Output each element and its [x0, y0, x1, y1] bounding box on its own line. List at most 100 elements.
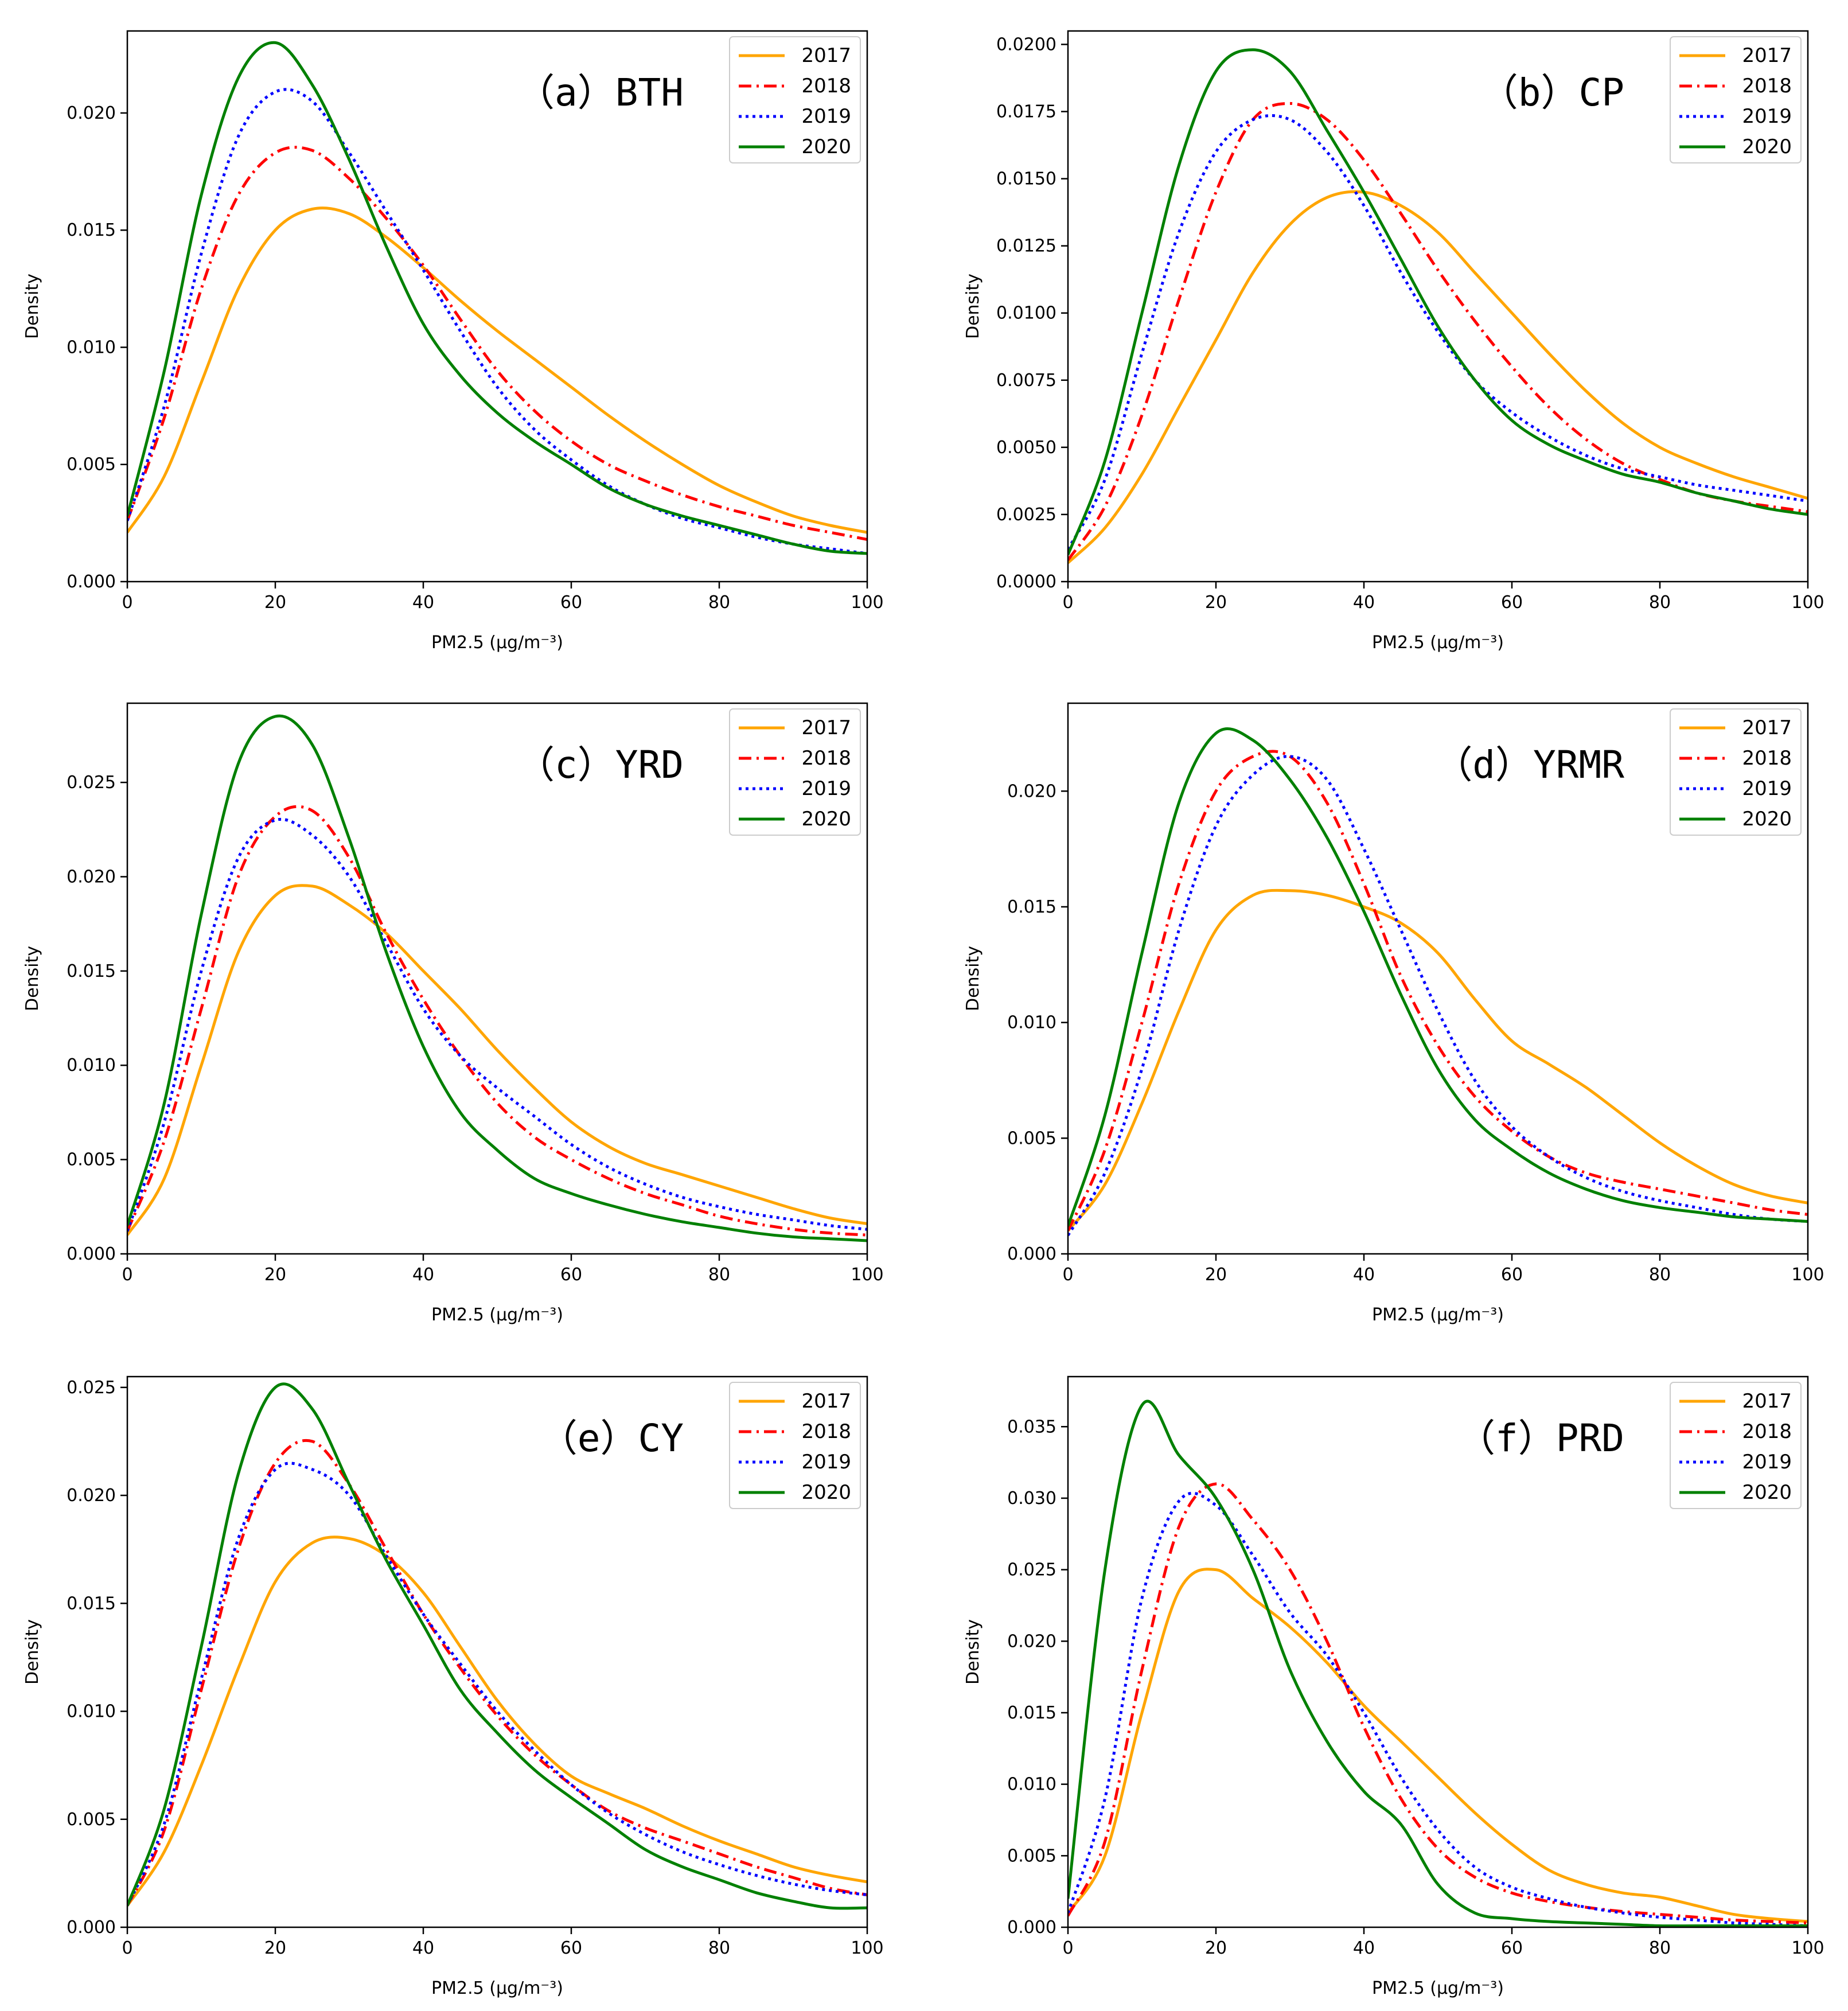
y-axis-label: Density [22, 274, 42, 339]
x-tick-label: 0 [122, 1265, 132, 1285]
axes-frame [126, 702, 868, 1255]
legend-label-2018: 2018 [1742, 747, 1792, 770]
y-tick-label: 0.015 [1007, 1703, 1056, 1723]
y-tick-label: 0.030 [1007, 1488, 1056, 1509]
x-tick-label: 0 [1062, 1265, 1073, 1285]
x-tick-label: 80 [708, 1938, 730, 1958]
series-line-2019 [1068, 755, 1808, 1236]
series-line-2017 [127, 1535, 867, 1907]
series-line-2018 [1068, 750, 1808, 1231]
legend-label-2018: 2018 [1742, 1420, 1792, 1443]
legend-label-2017: 2017 [801, 1390, 851, 1413]
legend-label-2019: 2019 [1742, 105, 1792, 128]
panel-3: 0 20 40 60 80 100 0.000 0.005 0.010 0.015 0.020 0.0… [22, 702, 884, 1325]
x-tick-label: 20 [264, 1938, 286, 1958]
series-line-2020 [127, 714, 867, 1242]
legend-label-2020: 2020 [1742, 135, 1792, 158]
legend: 2017 2018 2019 2020 [1670, 1382, 1802, 1509]
y-tick-label: 0.015 [67, 220, 116, 240]
series-line-2020 [127, 1382, 867, 1910]
legend: 2017 2018 2019 2020 [1670, 708, 1802, 836]
y-tick-label: 0.035 [1007, 1417, 1056, 1437]
legend-label-2020: 2020 [801, 135, 851, 158]
x-tick-label: 100 [851, 593, 883, 613]
y-tick-label: 0.0050 [996, 438, 1056, 458]
x-tick-label: 60 [560, 1938, 582, 1958]
axes-frame [1067, 1375, 1809, 1928]
y-tick-label: 0.010 [67, 1702, 116, 1722]
legend-label-2018: 2018 [801, 747, 851, 770]
y-tick-label: 0.000 [67, 572, 116, 592]
legend-label-2019: 2019 [1742, 777, 1792, 800]
y-tick-label: 0.000 [67, 1918, 116, 1938]
x-tick-label: 80 [708, 1265, 730, 1285]
x-tick-label: 0 [1062, 1938, 1073, 1958]
x-tick-label: 40 [412, 1938, 434, 1958]
y-tick-label: 0.025 [1007, 1560, 1056, 1580]
y-tick-label: 0.010 [1007, 1775, 1056, 1795]
series-line-2017 [1068, 190, 1808, 564]
legend-label-2018: 2018 [1742, 75, 1792, 98]
y-tick-label: 0.015 [67, 961, 116, 981]
x-tick-label: 60 [1501, 1265, 1523, 1285]
series-line-2019 [127, 88, 867, 555]
x-axis-label: PM2.5 (μg/m⁻³) [1372, 633, 1504, 653]
legend: 2017 2018 2019 2020 [729, 1382, 861, 1509]
x-tick-label: 0 [1062, 593, 1073, 613]
y-tick-label: 0.0075 [996, 371, 1056, 391]
y-axis-label: Density [963, 946, 983, 1011]
series-line-2017 [1068, 888, 1808, 1232]
legend-label-2017: 2017 [1742, 1390, 1792, 1413]
y-tick-label: 0.020 [67, 103, 116, 123]
legend-box [729, 36, 861, 163]
legend-label-2017: 2017 [801, 44, 851, 67]
legend-label-2017: 2017 [1742, 44, 1792, 67]
y-axis-label: Density [22, 1619, 42, 1685]
series-line-2020 [1068, 48, 1808, 556]
y-tick-label: 0.005 [67, 1810, 116, 1830]
y-tick-label: 0.020 [1007, 1631, 1056, 1651]
x-tick-label: 40 [1353, 1265, 1375, 1285]
panel-title: （a）BTH [517, 71, 684, 115]
series-line-2017 [127, 884, 867, 1236]
axes-frame [126, 30, 868, 583]
x-tick-label: 80 [708, 593, 730, 613]
x-tick-label: 100 [1791, 1265, 1824, 1285]
y-tick-label: 0.0150 [996, 169, 1056, 189]
y-tick-label: 0.015 [67, 1593, 116, 1614]
legend-label-2020: 2020 [801, 1481, 851, 1504]
y-tick-label: 0.005 [67, 1150, 116, 1170]
y-axis-label: Density [963, 274, 983, 339]
legend-label-2020: 2020 [1742, 1481, 1792, 1504]
y-tick-label: 0.0100 [996, 303, 1056, 324]
y-tick-label: 0.000 [1007, 1918, 1056, 1938]
y-axis-label: Density [22, 946, 42, 1011]
x-tick-label: 20 [264, 1265, 286, 1285]
x-tick-label: 0 [122, 1938, 132, 1958]
legend: 2017 2018 2019 2020 [729, 708, 861, 836]
panel-title: （b）CP [1480, 71, 1624, 115]
y-tick-label: 0.005 [1007, 1128, 1056, 1148]
y-tick-label: 0.0000 [996, 572, 1056, 592]
y-tick-label: 0.020 [67, 867, 116, 887]
series-line-2020 [1068, 1400, 1808, 1927]
series-line-2018 [127, 146, 867, 541]
x-tick-label: 60 [560, 593, 582, 613]
legend-label-2019: 2019 [801, 105, 851, 128]
x-tick-label: 60 [560, 1265, 582, 1285]
legend-label-2019: 2019 [801, 777, 851, 800]
series-line-2018 [127, 805, 867, 1237]
legend-box [1670, 708, 1802, 836]
series-line-2018 [1068, 1482, 1808, 1924]
legend-box [729, 708, 861, 836]
series-line-2018 [1068, 102, 1808, 561]
panel-6: 0 20 40 60 80 100 0.000 0.005 0.010 0.015 0.020 0.0… [963, 1375, 1824, 1998]
axes-frame [1067, 702, 1809, 1255]
panel-1: 0 20 40 60 80 100 0.000 0.005 0.010 0.015 0.020 PM2… [22, 30, 884, 653]
series-line-2019 [1068, 1491, 1808, 1927]
y-tick-label: 0.025 [67, 773, 116, 793]
series-line-2017 [1068, 1568, 1808, 1923]
x-tick-label: 40 [1353, 1938, 1375, 1958]
x-tick-label: 60 [1501, 593, 1523, 613]
